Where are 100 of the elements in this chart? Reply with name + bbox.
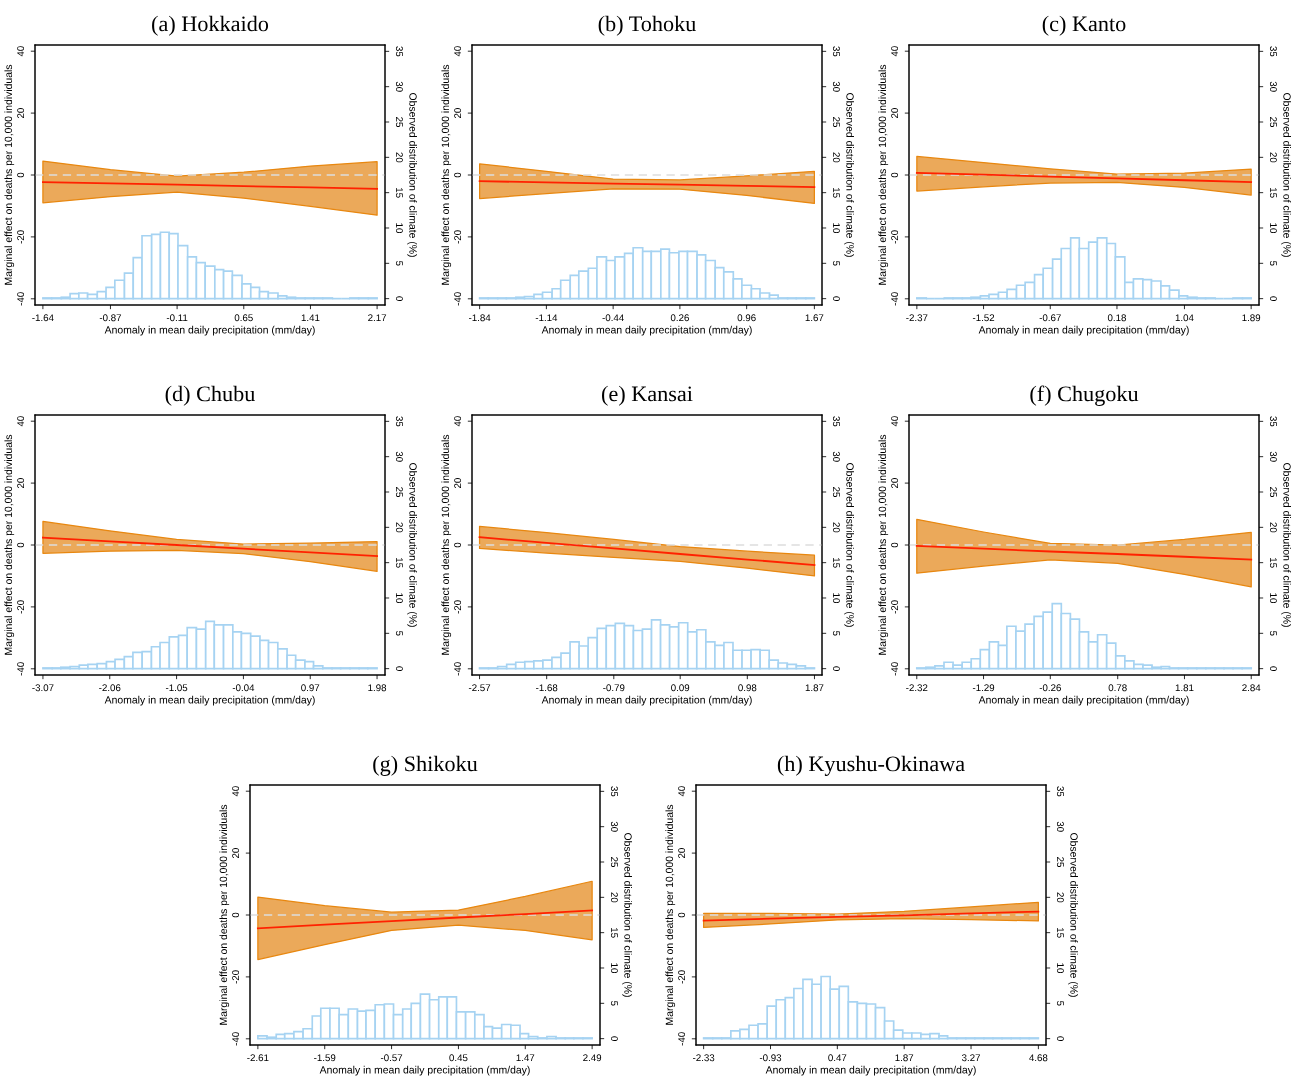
y-tick-label: 0 [454,542,462,548]
y2-tick-label: 35 [395,416,403,427]
y2-tick-label: 10 [610,963,618,974]
x-tick-label: -2.37 [906,314,928,322]
y2-tick-label: 5 [1269,261,1277,266]
y2-tick-label: 35 [610,786,618,797]
x-tick-label: -0.11 [166,314,188,322]
y2-tick-label: 20 [1056,892,1064,903]
y2-tick-label: 15 [1056,928,1064,938]
y2-tick-label: 35 [832,46,840,57]
line-series [478,536,816,567]
x-tick-label: 1.98 [368,684,387,692]
y2-tick-label: 10 [1056,963,1064,974]
y2-axis-title: Observed distribution of climate (%) [844,463,854,627]
y2-tick-label: 35 [395,46,403,57]
y-tick-label: 40 [17,416,25,427]
y2-tick-label: 10 [832,223,840,234]
y-axis-title: Marginal effect on deaths per 10,000 individuals [219,804,230,1025]
x-tick-label: -0.93 [759,1054,782,1062]
y2-tick-label: 30 [832,81,840,92]
y-axis-title: Marginal effect on deaths per 10,000 individuals [665,804,676,1025]
x-tick-label: 0.26 [670,314,689,322]
y-axis-title: Marginal effect on deaths per 10,000 individuals [878,434,889,655]
line-series [42,536,378,558]
y2-tick-label: 0 [610,1036,618,1041]
y2-tick-label: 5 [395,631,403,636]
y2-tick-label: 0 [1269,666,1277,671]
y2-tick-label: 0 [832,296,840,301]
y-tick-label: -20 [454,230,462,244]
y-tick-label: -40 [891,662,899,676]
y-tick-label: -40 [17,662,25,676]
y-tick-label: 0 [454,172,462,178]
y-tick-label: 40 [454,416,462,427]
x-tick-label: 1.41 [301,314,320,322]
y2-axis-title: Observed distribution of climate (%) [844,93,854,257]
y-tick-label: -40 [232,1032,240,1046]
x-tick-label: 0.97 [301,684,320,692]
y-tick-label: -20 [678,970,686,984]
x-tick-label: 1.87 [805,684,824,692]
y2-axis-title: Observed distribution of climate (%) [1068,833,1078,997]
chart-title: (g) Shikoku [373,755,478,776]
x-tick-label: -0.67 [1039,314,1061,322]
y-tick-label: 0 [17,172,25,178]
y2-axis-title: Observed distribution of climate (%) [622,833,632,997]
x-tick-label: -2.57 [468,684,491,692]
y2-tick-label: 30 [1269,451,1277,462]
y-tick-label: -40 [17,292,25,306]
x-tick-label: -0.79 [603,684,625,692]
y2-tick-label: 30 [1056,821,1064,832]
x-tick-label: 1.04 [1175,314,1194,322]
chart-title: (b) Tohoku [598,15,696,36]
y2-tick-label: 25 [832,117,840,128]
y-tick-label: 20 [678,848,686,859]
y2-tick-label: 15 [610,928,618,938]
x-tick-label: -0.04 [232,684,255,692]
x-tick-label: -0.44 [602,314,624,322]
y-axis-title: Marginal effect on deaths per 10,000 individuals [4,434,15,655]
y-tick-label: -40 [454,662,462,676]
x-tick-label: 0.98 [738,684,757,692]
y2-tick-label: 25 [832,487,840,498]
x-tick-label: -0.87 [99,314,122,322]
y-tick-label: 20 [454,478,462,489]
y-tick-label: 20 [17,108,25,119]
y-tick-label: 0 [232,912,240,918]
x-tick-label: 0.96 [737,314,756,322]
y2-tick-label: 5 [1269,631,1277,636]
y2-tick-label: 20 [610,892,618,903]
x-axis-title: Anomaly in mean daily precipitation (mm/day) [319,1065,530,1076]
x-axis-title: Anomaly in mean daily precipitation (mm/day) [104,325,315,336]
x-axis-title: Anomaly in mean daily precipitation (mm/day) [104,695,315,706]
y2-tick-label: 25 [395,117,403,128]
y2-tick-label: 20 [832,522,840,533]
y2-axis-title: Observed distribution of climate (%) [407,93,417,257]
y-tick-label: 40 [678,786,686,797]
x-axis-title: Anomaly in mean daily precipitation (mm/day) [541,695,752,706]
y-tick-label: 20 [232,848,240,859]
chart-title: (f) Chugoku [1030,385,1139,406]
y2-tick-label: 5 [832,631,840,636]
y2-tick-label: 15 [1269,188,1277,198]
y-tick-label: 40 [891,46,899,57]
y2-tick-label: 30 [395,451,403,462]
chart-title: (h) Kyushu-Okinawa [777,755,965,776]
x-tick-label: 2.49 [583,1054,602,1062]
y-tick-label: 40 [232,786,240,797]
y2-tick-label: 30 [610,821,618,832]
line-series [915,545,1253,561]
y2-tick-label: 25 [1269,487,1277,498]
x-tick-label: -0.57 [380,1054,403,1062]
y2-tick-label: 35 [1269,46,1277,57]
y2-tick-label: 0 [395,296,403,301]
x-tick-label: 2.17 [368,314,387,322]
chart-title: (a) Hokkaido [152,15,269,36]
x-tick-label: 0.45 [449,1054,468,1062]
y-tick-label: 0 [891,542,899,548]
y-tick-label: -40 [454,292,462,306]
x-axis-title: Anomaly in mean daily precipitation (mm/day) [978,325,1189,336]
y2-tick-label: 15 [1269,558,1277,568]
chart-title: (c) Kanto [1042,15,1126,36]
x-tick-label: 2.84 [1242,684,1261,692]
y-tick-label: 0 [17,542,25,548]
